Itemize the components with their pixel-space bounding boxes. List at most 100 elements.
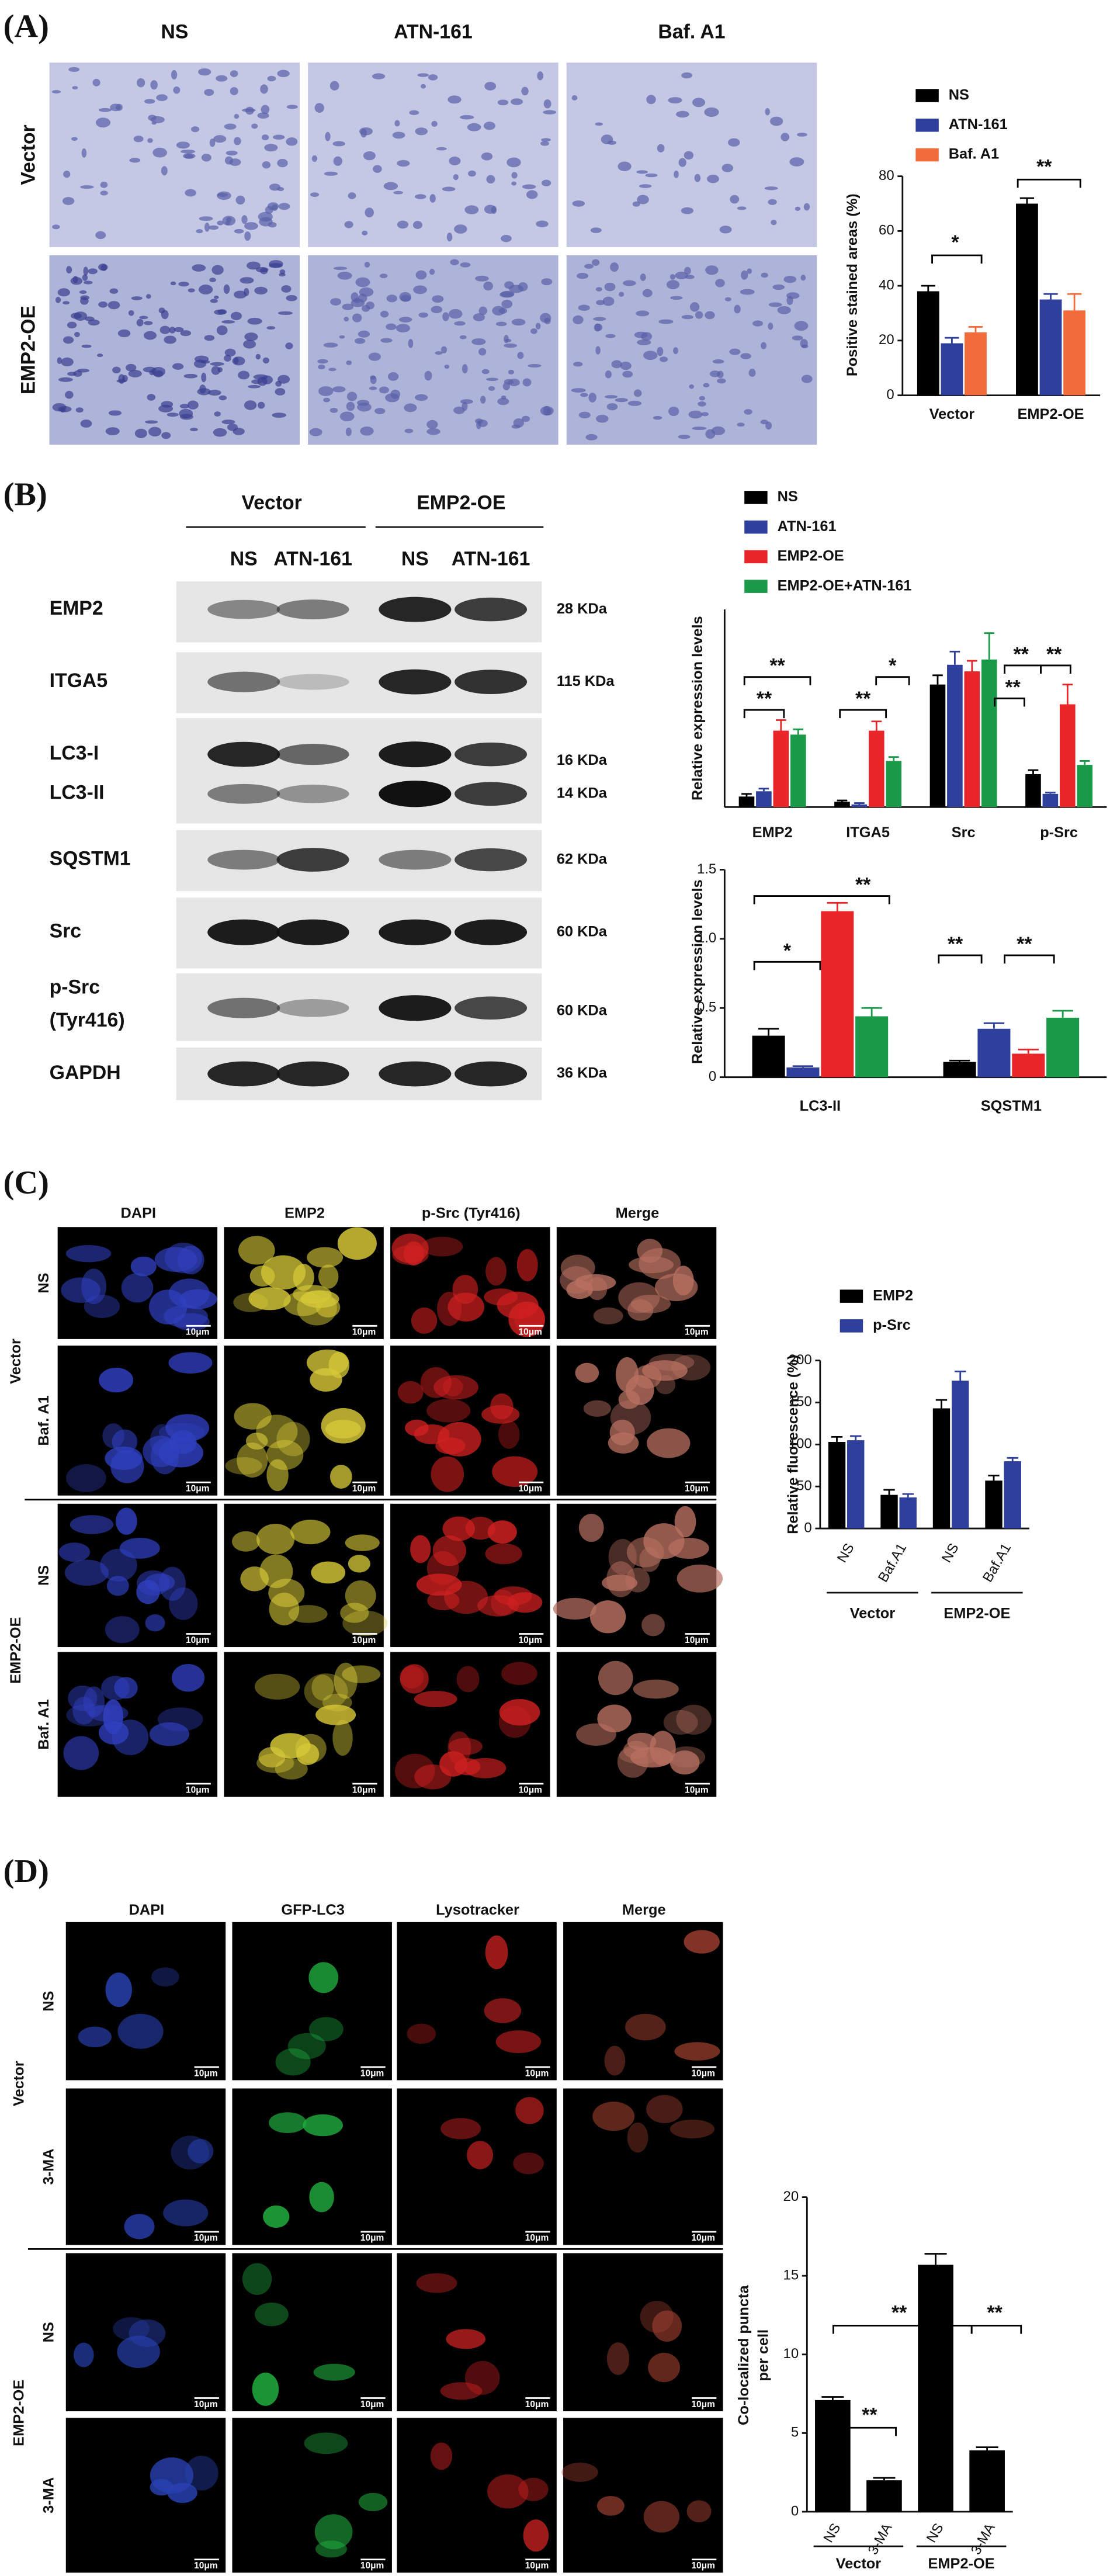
cell (333, 266, 348, 271)
cell (508, 369, 514, 375)
cell (255, 2303, 289, 2327)
significance-label: ** (1014, 643, 1029, 665)
cell (136, 78, 145, 88)
error-bar (854, 802, 865, 805)
cell (627, 1732, 657, 1751)
protein-label: Src (50, 920, 82, 942)
error-bar (1067, 293, 1082, 311)
bar (752, 1035, 785, 1077)
x-tick-label: SQSTM1 (981, 1098, 1042, 1114)
cell (781, 133, 790, 141)
cell (285, 342, 293, 349)
micrograph (49, 63, 300, 247)
cell (407, 2023, 436, 2044)
cell (128, 310, 134, 316)
error-bar (924, 2253, 947, 2265)
cell (578, 1513, 604, 1542)
error-bar (921, 285, 935, 292)
label: Lysotracker (436, 1902, 519, 1918)
row-label: EMP2-OE (11, 2380, 27, 2446)
significance-bracket (1017, 178, 1081, 188)
cell (737, 206, 747, 210)
cell (495, 2030, 542, 2054)
error-bar (850, 1435, 862, 1441)
cell (459, 335, 467, 339)
cell (386, 294, 398, 303)
cell (641, 1614, 665, 1637)
cell (344, 317, 349, 322)
group-label: EMP2-OE (944, 1605, 1010, 1621)
cell (63, 301, 70, 305)
cell (639, 1547, 660, 1572)
cell (522, 415, 530, 422)
cell (224, 355, 231, 362)
cell (800, 275, 806, 281)
cell (346, 391, 358, 401)
cell (247, 317, 262, 325)
significance-label: * (951, 231, 959, 254)
cell (199, 216, 213, 221)
cell (208, 390, 221, 396)
cell (674, 171, 679, 178)
cell (666, 280, 680, 290)
scale-label: 10μm (518, 1635, 542, 1645)
bar (855, 1016, 889, 1077)
cell (501, 395, 507, 400)
error-bar (871, 720, 882, 731)
x-tick-label: ITGA5 (846, 824, 890, 841)
cell (95, 231, 106, 240)
cell (134, 428, 147, 438)
bar (1012, 1053, 1045, 1077)
error-bar (935, 1399, 948, 1409)
cell (499, 1698, 540, 1726)
cell (397, 220, 409, 229)
cell (530, 328, 537, 334)
cell (66, 266, 72, 274)
cell (681, 314, 693, 320)
scale-label: 10μm (352, 1785, 376, 1795)
scale-label: 10μm (186, 1785, 210, 1795)
cell (409, 110, 419, 115)
cell (601, 1575, 637, 1592)
cell (329, 81, 339, 91)
cell (334, 1662, 358, 1699)
cell (500, 291, 514, 298)
cell (237, 1443, 268, 1478)
cell (318, 1264, 339, 1289)
cell (772, 284, 785, 290)
cell (484, 1998, 522, 2023)
micrograph (563, 2088, 723, 2245)
legend-swatch (840, 1289, 863, 1303)
cell (438, 1422, 481, 1457)
cell (223, 284, 230, 294)
error-bar (945, 337, 959, 344)
error-bar (888, 756, 899, 761)
y-tick-label: 20 (783, 2189, 799, 2204)
scale-label: 10μm (360, 2400, 384, 2409)
cell (234, 1403, 272, 1430)
cell (217, 309, 227, 315)
cell (283, 1291, 322, 1316)
cell (589, 1600, 626, 1634)
x-tick-label: Src (952, 824, 976, 841)
cell (251, 379, 262, 384)
cell (429, 268, 435, 275)
cell (269, 2112, 307, 2133)
cell (158, 307, 165, 314)
cell (668, 1746, 706, 1768)
cell (323, 397, 331, 403)
cell (119, 1537, 160, 1559)
cell (674, 1506, 696, 1538)
label: Merge (616, 1205, 660, 1221)
cell (392, 131, 405, 139)
cell (477, 1595, 519, 1617)
row-label: NS (36, 1565, 52, 1586)
cell (803, 203, 810, 211)
cell (100, 181, 108, 188)
cell (606, 403, 618, 411)
cell (107, 301, 120, 310)
cell (393, 190, 403, 195)
cell (363, 151, 376, 161)
cell (432, 1535, 466, 1566)
bar (985, 1481, 1003, 1529)
